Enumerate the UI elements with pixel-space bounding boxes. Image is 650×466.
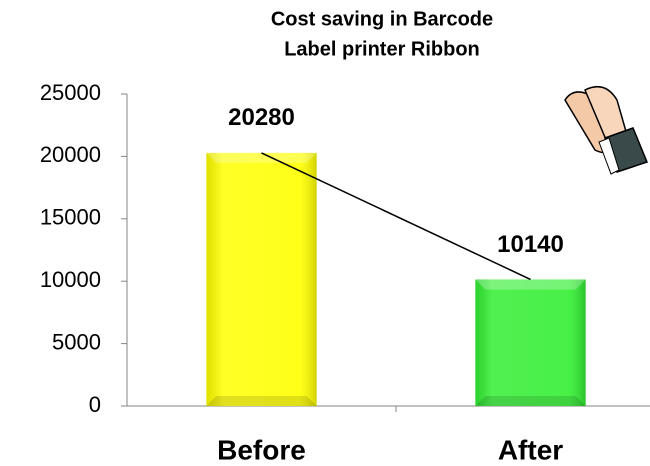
y-tick-label: 0 [89,392,101,417]
bar-bevel [475,396,586,406]
bar-bevel [206,396,317,406]
data-label: 10140 [497,231,564,258]
y-tick-label: 15000 [40,205,101,230]
chart-title: Cost saving in Barcode [271,8,493,30]
bar-shade [475,279,586,406]
y-tick-label: 20000 [40,142,101,167]
clapping-hands-icon [564,85,648,175]
y-tick-label: 5000 [52,329,101,354]
data-label: 20280 [228,104,295,131]
y-tick-label: 10000 [40,267,101,292]
chart-title: Label printer Ribbon [284,38,480,60]
connector-line [261,152,531,281]
bar-bevel [206,152,317,163]
y-tick-label: 25000 [40,80,101,105]
x-tick-label: After [498,434,563,465]
bar-shade [206,152,317,406]
x-tick-label: Before [217,434,306,465]
bar-bevel [475,279,586,290]
